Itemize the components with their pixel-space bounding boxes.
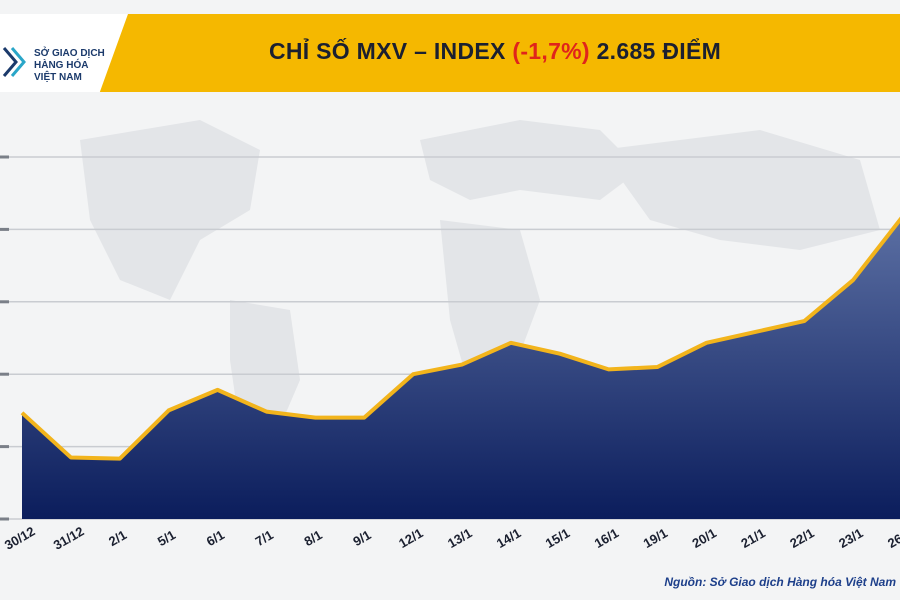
x-tick-label: 14/1 xyxy=(494,525,523,551)
y-tick-5 xyxy=(0,155,9,159)
x-tick-label: 23/1 xyxy=(836,525,865,551)
title-change: (-1,7%) xyxy=(512,38,590,64)
logo-line-1: SỞ GIAO DỊCH xyxy=(34,48,105,59)
x-tick-label: 12/1 xyxy=(396,525,425,551)
source-note: Nguồn: Sở Giao dịch Hàng hóa Việt Nam xyxy=(664,575,896,589)
y-tick-1 xyxy=(0,445,9,449)
x-tick-label: 26/1 xyxy=(885,525,900,551)
x-tick-label: 30/12 xyxy=(2,523,38,552)
y-tick-3 xyxy=(0,300,9,304)
x-tick-label: 20/1 xyxy=(689,525,718,551)
x-tick-label: 16/1 xyxy=(592,525,621,551)
mxv-chevron-logo-icon xyxy=(2,47,26,77)
y-tick-4 xyxy=(0,227,9,231)
y-tick-2 xyxy=(0,372,9,376)
x-tick-label: 19/1 xyxy=(641,525,670,551)
chart-title: CHỈ SỐ MXV – INDEX (-1,7%) 2.685 ĐIỂM xyxy=(165,38,825,65)
area-fill xyxy=(22,219,900,519)
x-tick-label: 8/1 xyxy=(302,527,325,549)
title-prefix: CHỈ SỐ MXV – INDEX xyxy=(268,38,506,64)
title-bar xyxy=(0,14,900,92)
x-tick-label: 7/1 xyxy=(253,527,276,549)
title-value: 2.685 ĐIỂM xyxy=(596,38,722,64)
x-tick-label: 9/1 xyxy=(350,527,373,549)
x-tick-label: 21/1 xyxy=(738,525,767,551)
y-tick-0 xyxy=(0,517,9,521)
x-tick-label: 31/12 xyxy=(51,523,87,552)
x-tick-label: 6/1 xyxy=(204,527,227,549)
x-tick-label: 5/1 xyxy=(155,527,178,549)
x-tick-label: 15/1 xyxy=(543,525,572,551)
logo-text: SỞ GIAO DỊCH HÀNG HÓA VIỆT NAM xyxy=(34,48,118,84)
logo-line-3: VIỆT NAM xyxy=(34,72,82,83)
x-tick-label: 13/1 xyxy=(445,525,474,551)
logo-line-2: HÀNG HÓA xyxy=(34,60,89,71)
series-line xyxy=(20,216,900,461)
x-tick-label: 22/1 xyxy=(787,525,816,551)
x-tick-label: 2/1 xyxy=(106,527,129,549)
